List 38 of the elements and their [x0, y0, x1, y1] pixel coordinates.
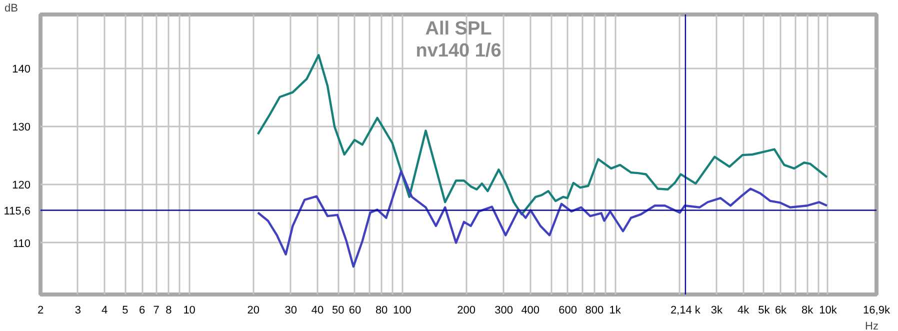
y-axis-title: dB — [4, 2, 18, 14]
x-tick-label: 2 — [37, 304, 44, 316]
y-tick-label: 140 — [12, 64, 31, 76]
x-tick-label: 10 — [183, 304, 196, 316]
y-tick-label: 120 — [12, 180, 31, 192]
ref-line-label: 2,14 k — [670, 304, 701, 316]
x-tick-label: 30 — [284, 304, 298, 316]
x-tick-label: 1k — [609, 304, 622, 316]
x-tick-label: 6 — [139, 304, 146, 316]
x-tick-label: 600 — [558, 304, 578, 316]
x-tick-label: 40 — [311, 304, 324, 316]
x-tick-label: 400 — [521, 304, 540, 316]
x-tick-label: 200 — [457, 304, 476, 316]
x-tick-label: 80 — [375, 304, 388, 316]
x-tick-label: 4 — [102, 304, 108, 316]
x-tick-label: 10k — [819, 304, 838, 316]
x-tick-label: 50 — [332, 304, 344, 316]
x-axis-title: Hz — [865, 320, 879, 331]
x-tick-label: 60 — [348, 304, 362, 316]
y-tick-label: 130 — [12, 122, 31, 134]
x-tick-label: 5 — [122, 304, 128, 316]
x-tick-label: 7 — [153, 304, 160, 316]
y-tick-label: 110 — [12, 238, 31, 250]
x-tick-label: 3 — [74, 304, 82, 316]
x-tick-label: 100 — [393, 304, 412, 316]
x-tick-label: 300 — [494, 304, 513, 316]
x-tick-label: 8 — [166, 304, 172, 316]
ref-line-label: 115,6 — [4, 205, 31, 218]
x-tick-label: 3k — [710, 304, 723, 316]
x-tick-label: 8k — [802, 304, 814, 316]
x-tick-label: 20 — [247, 304, 260, 316]
x-tick-label: 5k — [758, 304, 770, 316]
x-tick-label: 6k — [774, 304, 788, 316]
x-tick-label: 16,9k — [863, 304, 890, 316]
text: nv140 1/6 — [416, 40, 502, 62]
chart-title: All SPL — [425, 18, 492, 40]
x-tick-label: 800 — [585, 304, 604, 316]
x-tick-label: 4k — [737, 304, 750, 316]
